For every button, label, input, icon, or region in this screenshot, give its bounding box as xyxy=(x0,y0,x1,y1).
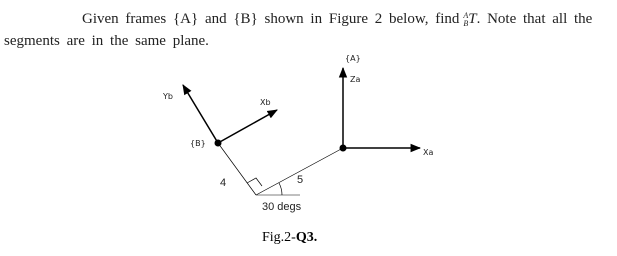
subscript: B xyxy=(463,18,469,28)
diagram-lines xyxy=(182,66,422,196)
frame-label: {B} xyxy=(190,139,206,148)
question-text: . Note that all the segments are in the … xyxy=(4,11,593,49)
frame-a-origin xyxy=(339,144,347,152)
caption-bold: Q3. xyxy=(296,230,317,245)
frame-b-origin xyxy=(214,139,222,147)
angle-label: 30 degs xyxy=(262,201,302,213)
segment-label: 5 xyxy=(297,174,303,186)
axis-label: Xb xyxy=(260,98,271,107)
frame-label: {A} xyxy=(345,54,361,63)
caption-text: Fig.2- xyxy=(262,230,296,245)
superscript: A xyxy=(463,10,469,20)
caption: Fig.2-Q3. xyxy=(262,230,317,245)
axis-label: Yb xyxy=(162,92,173,101)
axis-label: Xa xyxy=(423,148,433,157)
question-text: Given frames {A} and {B} shown in Figure… xyxy=(82,11,460,27)
symbol: T xyxy=(468,11,477,27)
axis-label: Za xyxy=(350,75,360,84)
question: Given frames {A} and {B} shown in Figure… xyxy=(4,8,610,52)
segment-label: 4 xyxy=(220,177,226,189)
